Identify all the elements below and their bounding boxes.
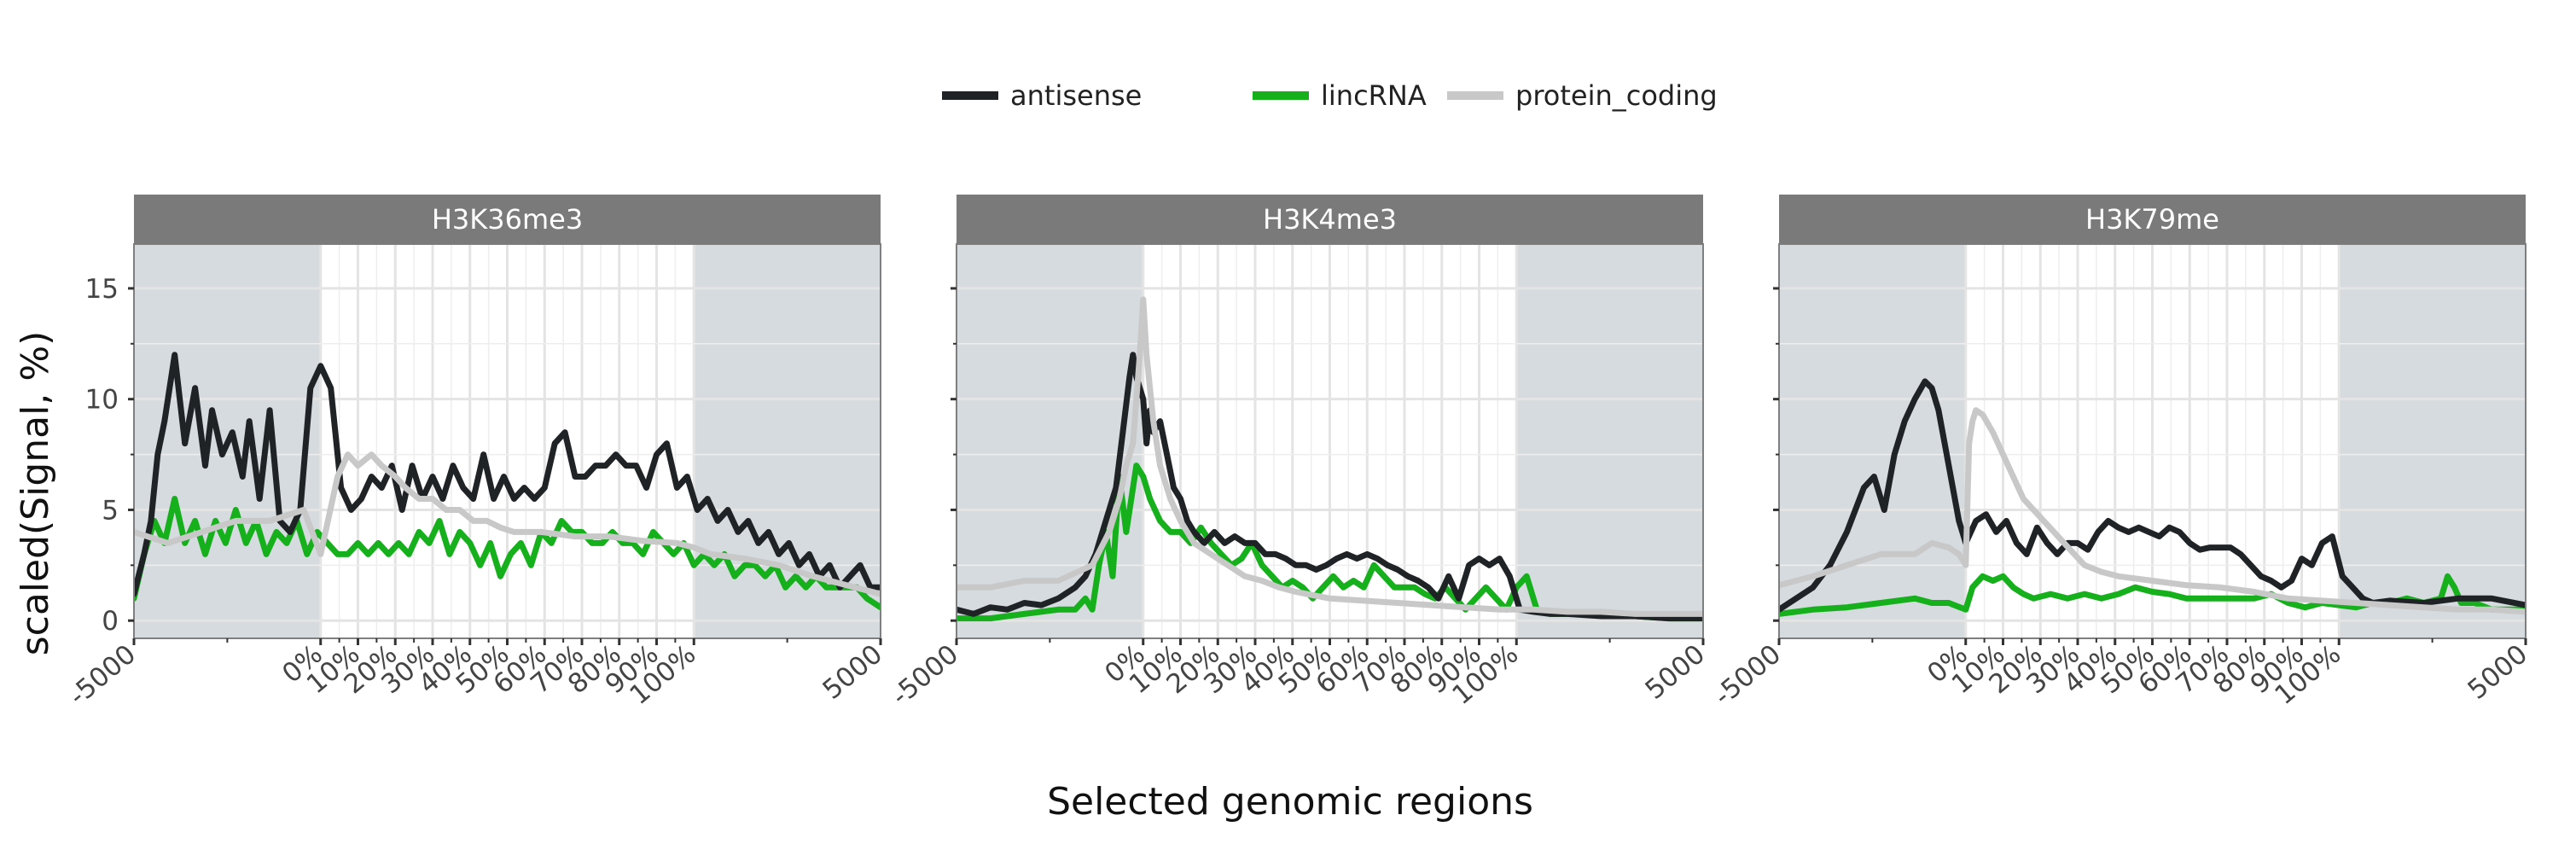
y-axis-label: scaled(Signal, %) xyxy=(14,331,57,656)
panel-title: H3K4me3 xyxy=(1263,203,1397,236)
downstream-flank-shade xyxy=(2339,244,2526,638)
legend: antisense lincRNA protein_coding xyxy=(942,79,1718,112)
downstream-flank-shade xyxy=(694,244,881,638)
panel-1: H3K4me3-5000 0%10%20%30%40%50%60%70%80%90… xyxy=(886,195,1711,712)
upstream-flank-shade xyxy=(1779,244,1966,638)
panel-strip xyxy=(134,195,881,244)
y-tick-label: 0 xyxy=(102,606,119,637)
series-group xyxy=(1779,378,2526,617)
series-line-antisense xyxy=(957,352,1703,622)
y-tick-label: 10 xyxy=(85,385,119,416)
x-axis-label: Selected genomic regions xyxy=(1047,780,1533,824)
panel-title: H3K79me xyxy=(2085,203,2219,236)
y-tick-label: 5 xyxy=(102,495,119,526)
panel-title: H3K36me3 xyxy=(432,203,583,236)
legend-label-protein-coding: protein_coding xyxy=(1515,79,1718,112)
downstream-flank-shade xyxy=(1516,244,1703,638)
series-line-lincrna xyxy=(134,496,881,611)
series-line-protein-coding xyxy=(134,451,881,597)
panel-2: H3K79me-5000 0%10%20%30%40%50%60%70%80%90… xyxy=(1708,195,2533,712)
series-line-antisense xyxy=(1779,378,2526,613)
series-group xyxy=(957,296,1703,622)
series-line-protein-coding xyxy=(957,296,1703,617)
series-line-antisense xyxy=(134,352,881,597)
legend-label-lincrna: lincRNA xyxy=(1321,79,1427,112)
panel-strip xyxy=(1779,195,2526,244)
series-line-protein-coding xyxy=(1779,407,2526,615)
panel-strip xyxy=(957,195,1703,244)
legend-label-antisense: antisense xyxy=(1010,79,1142,112)
series-group xyxy=(134,352,881,611)
y-tick-label: 15 xyxy=(85,274,119,305)
series-line-lincrna xyxy=(957,463,1703,622)
